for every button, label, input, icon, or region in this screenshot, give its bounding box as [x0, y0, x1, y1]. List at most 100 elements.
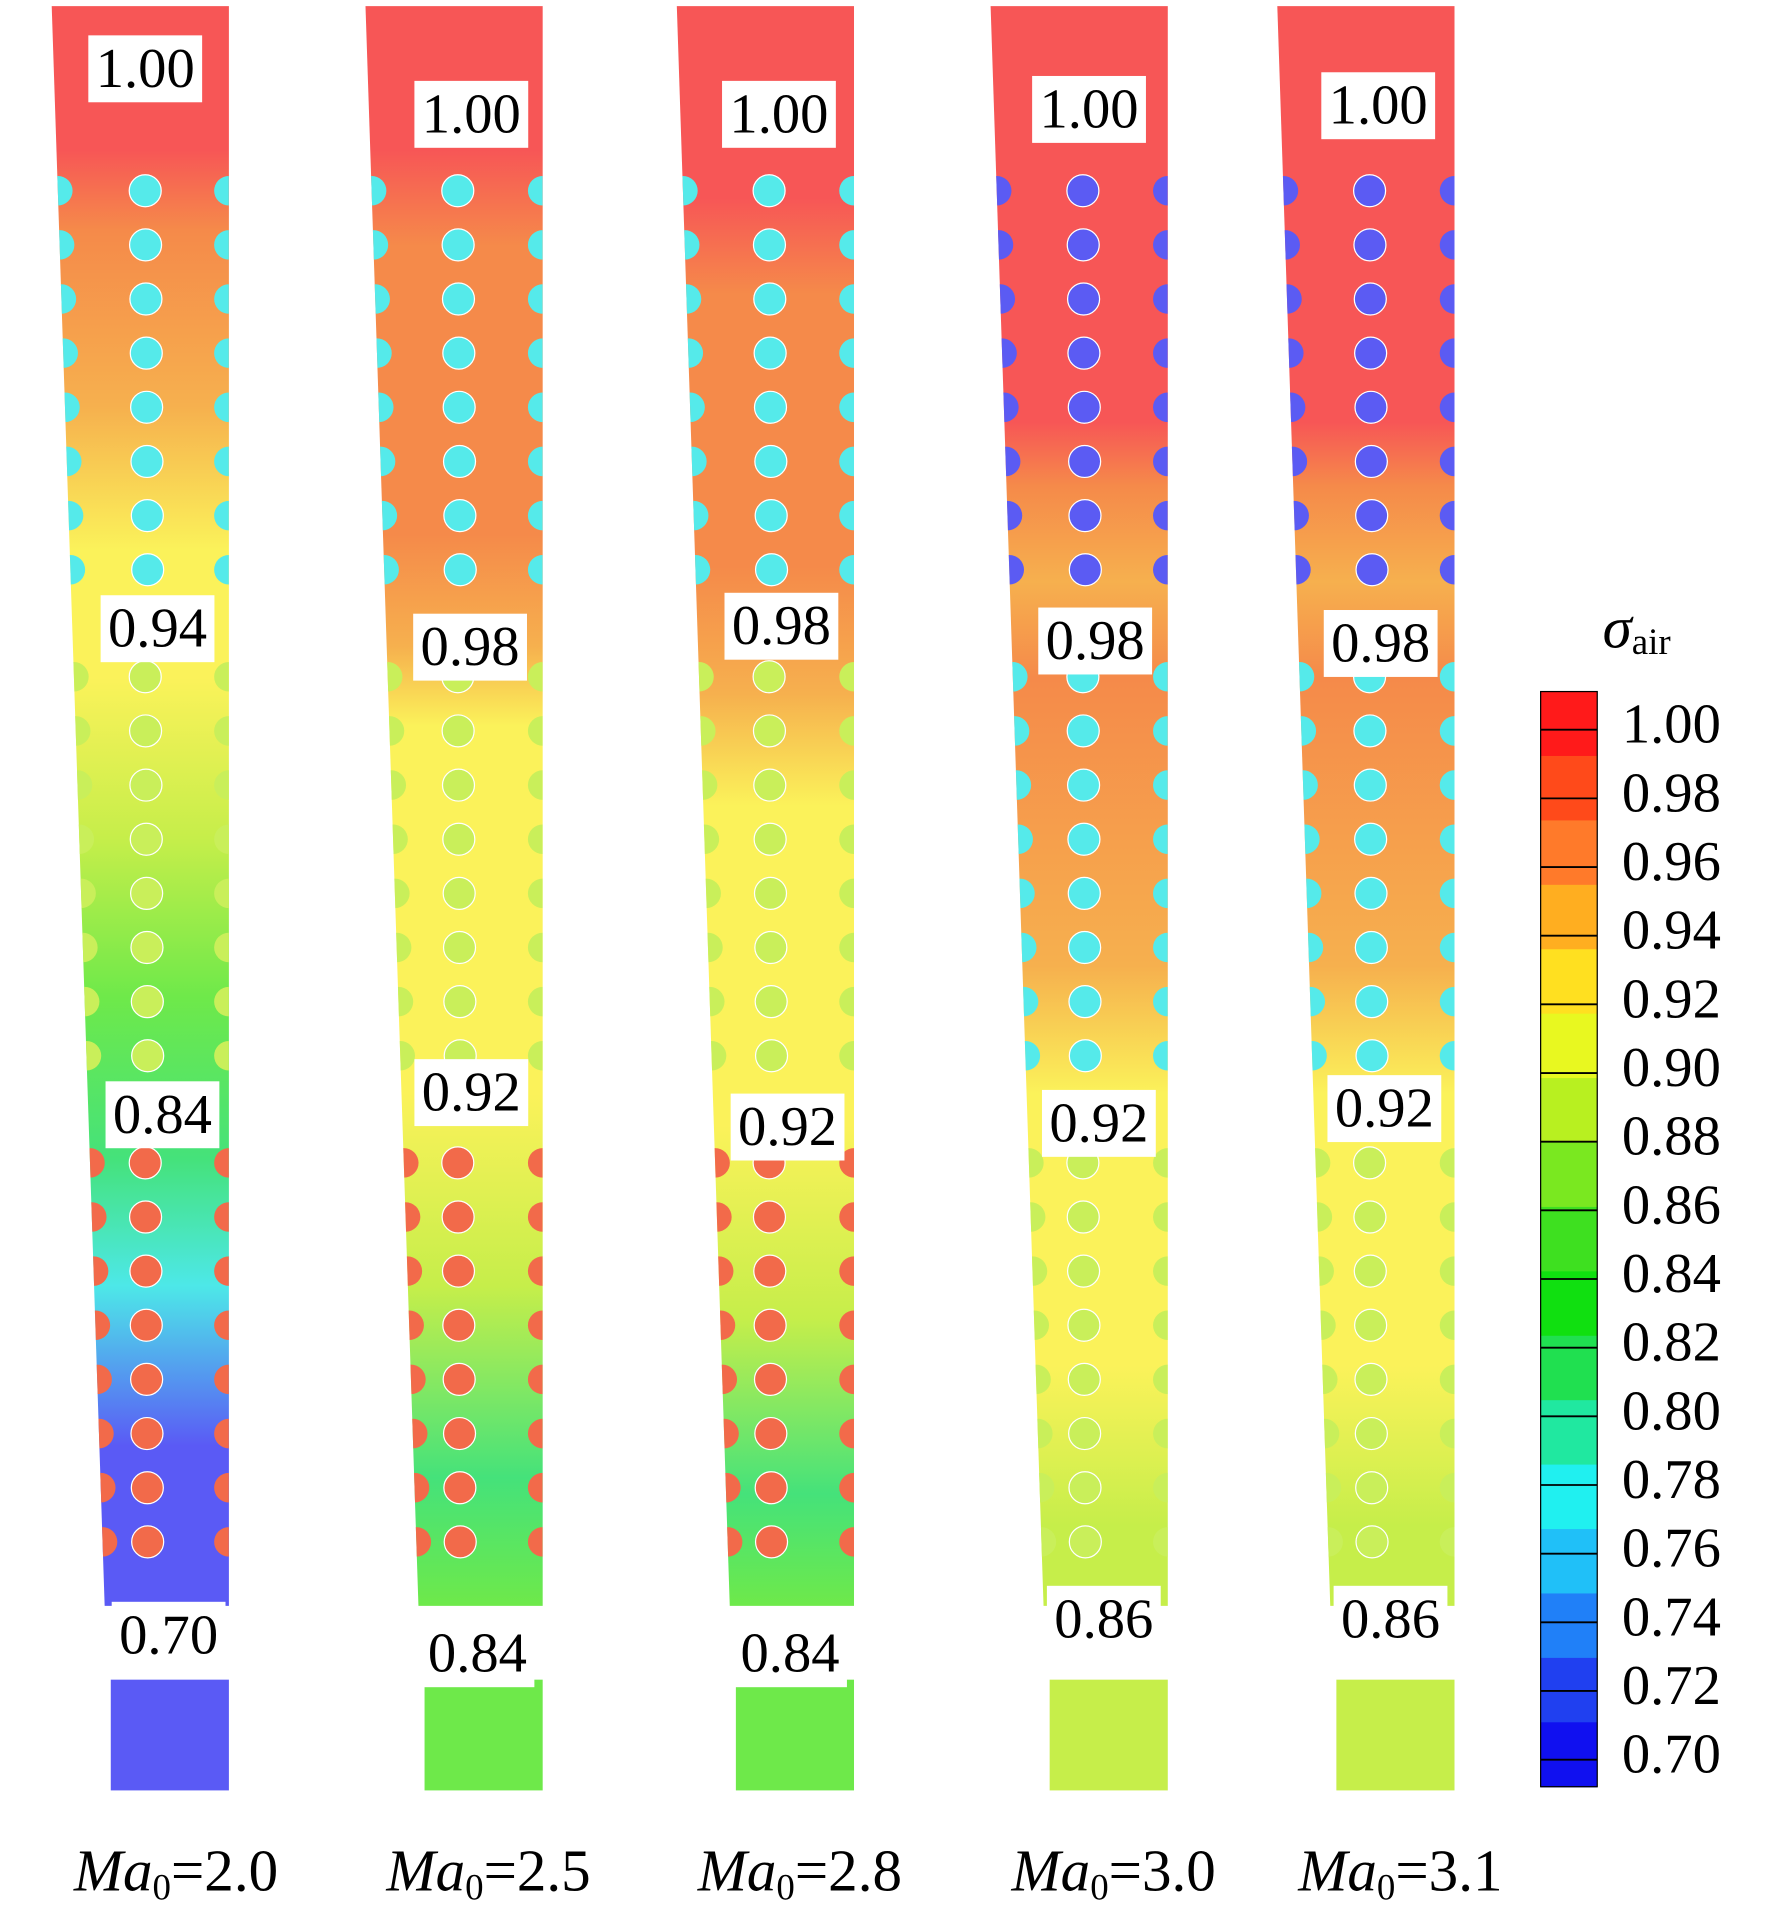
injector — [374, 716, 405, 746]
contour-label: 1.00 — [729, 83, 828, 145]
injector — [839, 1418, 855, 1449]
outlet-block — [424, 1679, 543, 1791]
injector — [1439, 932, 1455, 963]
injector — [1354, 930, 1388, 965]
injector — [1439, 230, 1455, 260]
injector — [129, 282, 163, 316]
injector — [752, 714, 787, 748]
colorbar-tick-label: 0.98 — [1622, 762, 1721, 824]
label-background — [111, 1601, 226, 1669]
injector — [66, 878, 96, 909]
injector — [839, 284, 855, 314]
contour-label: 0.86 — [1341, 1588, 1440, 1650]
injector — [1153, 284, 1168, 314]
injector — [62, 770, 93, 800]
injector — [527, 1472, 543, 1503]
injector — [753, 390, 788, 424]
injector — [1353, 228, 1387, 262]
injector — [59, 662, 89, 692]
injector — [1019, 1310, 1050, 1341]
injector — [1153, 500, 1168, 531]
injector — [1439, 1256, 1455, 1286]
injector — [1153, 770, 1168, 800]
injector — [129, 822, 163, 856]
colorbar-band — [1540, 1593, 1598, 1659]
injector — [1279, 500, 1309, 531]
injector — [990, 230, 1014, 260]
injector — [128, 174, 162, 208]
injector — [705, 1310, 736, 1341]
injector — [527, 554, 543, 585]
outlet-block — [1336, 1679, 1455, 1791]
injector — [441, 714, 475, 748]
injector — [1066, 174, 1100, 208]
injector — [130, 1416, 164, 1451]
injector — [131, 553, 165, 587]
injector — [214, 662, 229, 692]
injector — [527, 1041, 543, 1071]
injector — [527, 500, 543, 531]
injector — [1439, 986, 1455, 1017]
caption: Ma0=3.0 — [1011, 1837, 1216, 1908]
injector — [365, 175, 387, 206]
injector — [1068, 1471, 1102, 1505]
label-background — [413, 613, 527, 681]
label-background — [420, 1620, 535, 1688]
contour-label: 0.86 — [1054, 1588, 1153, 1650]
injector — [1439, 446, 1455, 477]
caption-subscript: 0 — [1377, 1867, 1395, 1908]
label-background — [722, 80, 836, 148]
injector — [1286, 716, 1317, 746]
injector — [214, 284, 229, 314]
injector — [130, 390, 164, 424]
injector — [214, 932, 229, 963]
injector — [1291, 878, 1322, 909]
injector — [131, 1039, 165, 1073]
label-background — [1323, 610, 1438, 677]
contour-label: 0.92 — [738, 1096, 837, 1158]
colorbar-band — [1540, 820, 1598, 886]
label-background — [414, 80, 529, 148]
injector-array — [990, 174, 1168, 1559]
injector — [686, 716, 716, 746]
injector — [839, 986, 855, 1017]
colorbar-tick-label: 0.94 — [1622, 900, 1721, 962]
caption-variable: Ma — [697, 1837, 777, 1903]
injector — [214, 1310, 229, 1341]
injector — [214, 716, 229, 746]
injector — [129, 768, 163, 802]
injector — [527, 230, 543, 260]
injector — [689, 824, 720, 854]
injector — [367, 500, 398, 531]
injector — [214, 878, 229, 909]
injector — [441, 1200, 475, 1234]
injector — [80, 1310, 111, 1341]
injector — [839, 1472, 855, 1503]
injector — [378, 824, 408, 854]
injector — [702, 1202, 732, 1232]
injector — [1068, 498, 1102, 533]
colorbar-band — [1540, 884, 1598, 950]
injector — [1355, 1471, 1389, 1505]
injector — [1354, 822, 1388, 856]
injector — [1003, 824, 1033, 854]
caption-variable: Ma — [385, 1837, 465, 1903]
injector — [1439, 284, 1455, 314]
injector — [1066, 714, 1100, 748]
injector — [998, 662, 1028, 692]
injector — [1439, 1472, 1455, 1503]
injector — [365, 284, 390, 314]
injector — [839, 230, 855, 260]
injector — [1277, 338, 1304, 368]
injector — [1295, 986, 1326, 1017]
injector — [130, 876, 164, 910]
injector — [214, 1472, 229, 1503]
injector — [1439, 1364, 1455, 1395]
injector — [753, 1254, 787, 1288]
injector — [839, 716, 855, 746]
injector — [1355, 1039, 1389, 1073]
injector — [709, 1418, 739, 1449]
outlet-block — [1049, 1679, 1168, 1791]
colorbar-tick-label: 0.70 — [1622, 1724, 1721, 1786]
